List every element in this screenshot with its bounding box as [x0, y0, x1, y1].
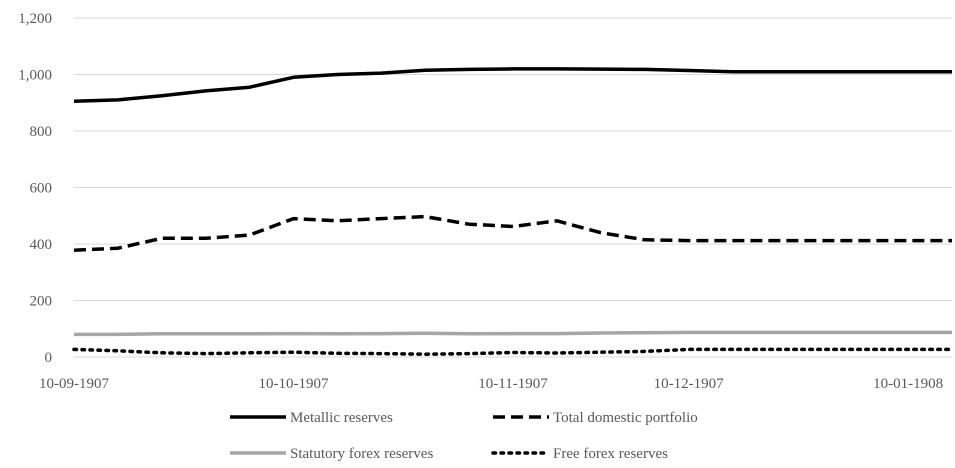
x-tick-label: 10-09-1907 — [39, 376, 109, 392]
y-tick-label: 400 — [30, 237, 53, 253]
y-tick-label: 200 — [30, 294, 53, 310]
series-line-total-domestic-portfolio — [73, 214, 952, 252]
legend-label: Metallic reserves — [290, 410, 393, 426]
x-tick-label: 10-12-1907 — [654, 376, 724, 392]
series-line-free-forex-reserves — [72, 347, 954, 356]
y-tick-label: 1,000 — [18, 68, 52, 84]
y-tick-label: 1,200 — [18, 11, 52, 27]
legend-label: Free forex reserves — [553, 446, 668, 462]
legend-label: Total domestic portfolio — [553, 410, 698, 426]
y-tick-label: 800 — [30, 124, 53, 140]
y-tick-label: 600 — [30, 181, 53, 197]
y-tick-label: 0 — [45, 350, 53, 366]
series-line-metallic-reserves — [73, 67, 952, 104]
x-axis-ticks: 10-09-1907 10-10-1907 10-11-1907 10-12-1907… — [39, 376, 943, 392]
y-axis-ticks: 0 200 400 600 800 1,000 1,200 — [18, 11, 52, 366]
gridlines — [74, 17, 952, 301]
series-lines — [72, 67, 954, 356]
legend-label: Statutory forex reserves — [290, 446, 433, 462]
x-tick-label: 10-01-1908 — [873, 376, 943, 392]
legend: Metallic reserves Total domestic portfoli… — [230, 410, 698, 462]
x-tick-label: 10-11-1907 — [478, 376, 548, 392]
x-tick-label: 10-10-1907 — [259, 376, 329, 392]
series-line-statutory-forex-reserves — [74, 330, 952, 337]
